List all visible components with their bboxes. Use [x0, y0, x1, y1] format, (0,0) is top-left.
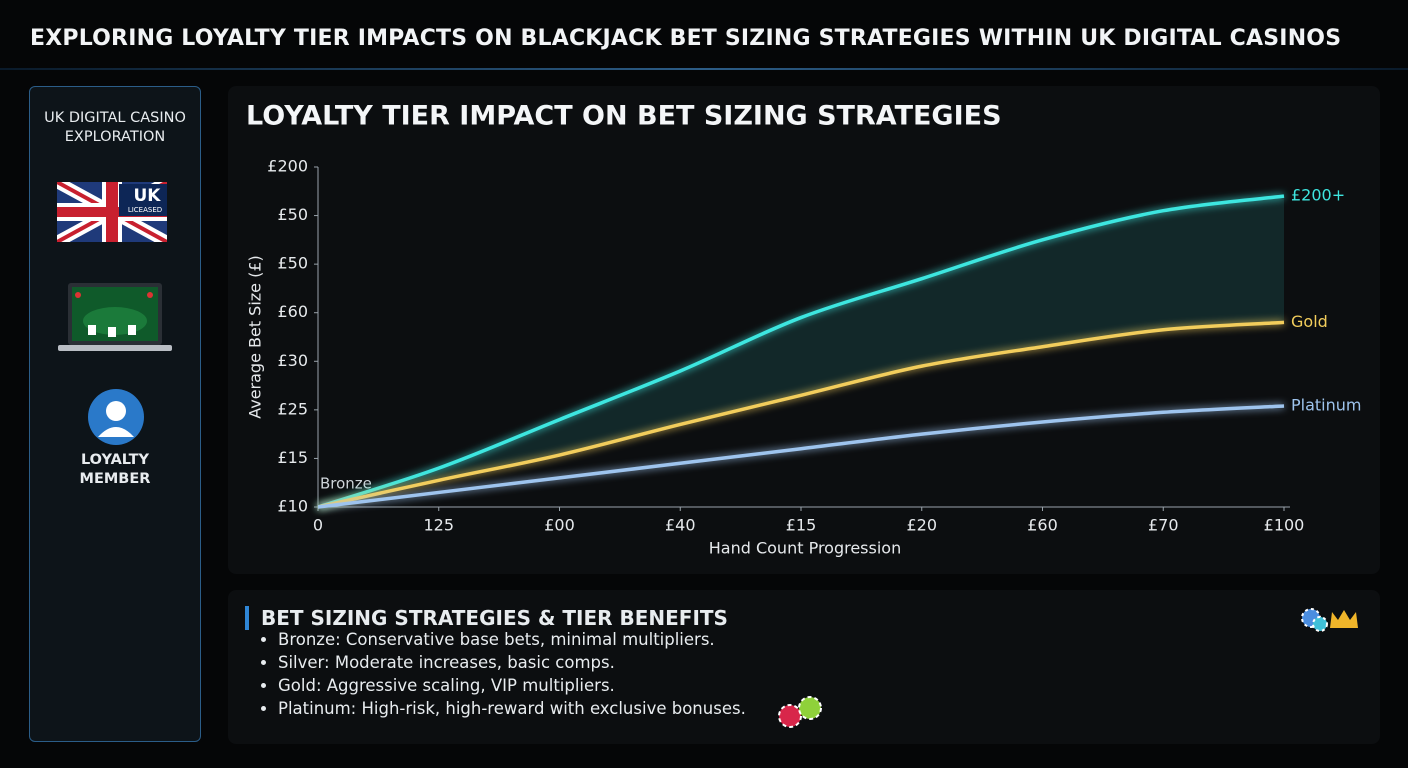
chart: LOYALTY TIER IMPACT ON BET SIZING STRATE… — [246, 101, 1362, 558]
page-title: EXPLORING LOYALTY TIER IMPACTS ON BLACKJ… — [30, 26, 1342, 51]
x-tick-label: £60 — [1027, 516, 1058, 535]
series-line — [317, 320, 1285, 509]
benefit-item: Bronze: Conservative base bets, minimal … — [278, 628, 746, 651]
avatar-icon — [88, 389, 144, 445]
uk-flag: UK LICEASED — [57, 182, 167, 242]
divider — [0, 68, 1408, 70]
y-tick-label: £50 — [277, 205, 308, 224]
benefits-list: Bronze: Conservative base bets, minimal … — [258, 628, 746, 720]
series-label: Platinum — [1291, 395, 1361, 414]
chips-crown-icon — [1301, 608, 1358, 632]
x-tick-label: 0 — [313, 516, 323, 535]
series-label: Gold — [1291, 312, 1328, 331]
series-line — [317, 404, 1285, 509]
benefits-panel: BET SIZING STRATEGIES & TIER BENEFITS Br… — [228, 590, 1380, 744]
benefits-title: BET SIZING STRATEGIES & TIER BENEFITS — [261, 606, 728, 630]
accent-bar — [245, 606, 249, 630]
chips-icon — [778, 696, 822, 728]
sidebar: UK DIGITAL CASINO EXPLORATION UK LICEASE… — [29, 86, 201, 742]
y-tick-label: £15 — [277, 448, 308, 467]
chart-panel — [228, 86, 1380, 574]
y-tick-label: £10 — [277, 497, 308, 516]
y-tick-label: £60 — [277, 302, 308, 321]
badge-main: UK — [134, 186, 162, 206]
benefit-item: Gold: Aggressive scaling, VIP multiplier… — [278, 674, 746, 697]
x-tick-label: £100 — [1264, 516, 1305, 535]
x-axis-label: Hand Count Progression — [709, 539, 901, 558]
benefit-item: Silver: Moderate increases, basic comps. — [278, 651, 746, 674]
chart-title: LOYALTY TIER IMPACT ON BET SIZING STRATE… — [246, 101, 1002, 132]
x-tick-label: £40 — [665, 516, 696, 535]
laptop-icon — [58, 283, 172, 351]
y-tick-label: £25 — [277, 399, 308, 418]
x-tick-label: £70 — [1148, 516, 1179, 535]
series-line — [317, 194, 1285, 509]
annotation: Bronze — [320, 475, 372, 493]
benefit-item: Platinum: High-risk, high-reward with ex… — [278, 697, 746, 720]
y-axis-label: Average Bet Size (£) — [246, 255, 265, 419]
area-band — [318, 196, 1284, 507]
y-tick-label: £200 — [267, 157, 308, 176]
badge-sub: LICEASED — [128, 206, 162, 214]
member-label: LOYALTY MEMBER — [79, 452, 151, 487]
y-tick-label: £30 — [277, 351, 308, 370]
x-tick-label: £00 — [544, 516, 575, 535]
y-tick-label: £50 — [277, 254, 308, 273]
series-label: £200+ — [1291, 186, 1345, 205]
sidebar-title: UK DIGITAL CASINO EXPLORATION — [44, 110, 186, 145]
x-tick-label: £20 — [906, 516, 937, 535]
x-tick-label: 125 — [423, 516, 454, 535]
x-tick-label: £15 — [786, 516, 817, 535]
